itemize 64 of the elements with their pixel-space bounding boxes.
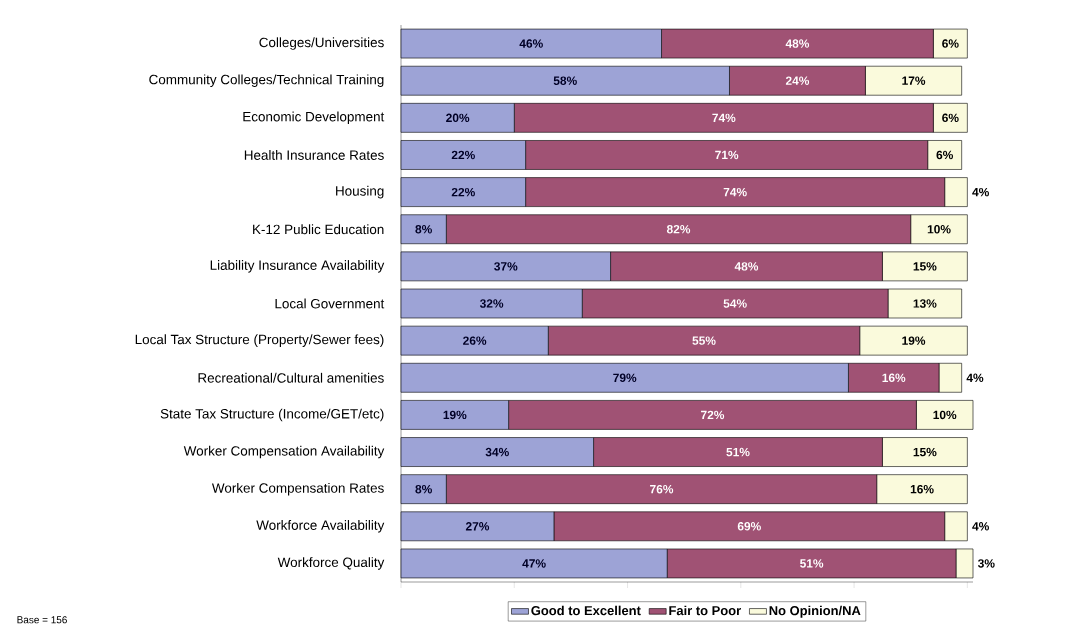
y-tick-label: Economic Development bbox=[243, 111, 385, 125]
y-tick-label: State Tax Structure (Income/GET/etc) bbox=[160, 408, 384, 422]
data-label: 13% bbox=[913, 299, 937, 308]
data-label: 79% bbox=[613, 373, 637, 382]
data-label: 51% bbox=[726, 447, 750, 457]
data-label: 27% bbox=[465, 522, 490, 531]
y-tick-label: Colleges/Universities bbox=[259, 37, 384, 50]
data-label: 69% bbox=[737, 522, 761, 531]
data-label: 16% bbox=[882, 373, 906, 382]
data-label: 71% bbox=[715, 150, 739, 160]
y-tick-label: Liability Insurance Availability bbox=[210, 260, 385, 273]
y-tick-label: Local Tax Structure (Property/Sewer fees) bbox=[135, 334, 384, 347]
y-tick-label: Community Colleges/Technical Training bbox=[149, 74, 384, 87]
data-label: 55% bbox=[692, 336, 716, 345]
data-label: 34% bbox=[485, 447, 509, 457]
data-label: 15% bbox=[913, 447, 937, 457]
data-label: 3% bbox=[977, 559, 995, 568]
y-tick-label: Local Government bbox=[275, 298, 385, 309]
data-label: 48% bbox=[785, 39, 810, 48]
data-label: 22% bbox=[451, 150, 475, 160]
y-tick-label: Health Insurance Rates bbox=[244, 150, 384, 160]
text: Base = 156 bbox=[17, 616, 67, 624]
data-label: 82% bbox=[666, 225, 691, 234]
y-tick-label: Workforce Quality bbox=[277, 557, 385, 570]
data-label: 26% bbox=[463, 336, 487, 345]
data-label: 8% bbox=[415, 484, 432, 494]
data-label: 48% bbox=[734, 262, 759, 271]
data-label: 72% bbox=[701, 410, 725, 420]
data-label: 37% bbox=[494, 262, 518, 271]
data-label: 6% bbox=[942, 113, 959, 123]
legend-label: Fair to Poor bbox=[669, 605, 741, 616]
data-label: 74% bbox=[723, 187, 747, 197]
data-label: 22% bbox=[451, 187, 475, 197]
data-label: 10% bbox=[927, 225, 951, 234]
y-tick-label: Worker Compensation Rates bbox=[211, 482, 384, 496]
data-label: 47% bbox=[522, 559, 546, 568]
data-label: 8% bbox=[415, 225, 432, 234]
data-label: 19% bbox=[443, 410, 467, 420]
data-label: 74% bbox=[712, 113, 736, 123]
y-tick-label: K-12 Public Education bbox=[253, 224, 384, 235]
data-label: 24% bbox=[785, 76, 810, 85]
data-label: 19% bbox=[902, 336, 926, 345]
data-label: 4% bbox=[966, 373, 984, 382]
legend-label: No Opinion/NA bbox=[769, 605, 861, 618]
data-label: 4% bbox=[972, 522, 989, 531]
data-label: 46% bbox=[519, 39, 543, 48]
data-label: 58% bbox=[553, 76, 577, 85]
y-tick-label: Housing bbox=[336, 185, 384, 199]
y-tick-label: Recreational/Cultural amenities bbox=[198, 372, 384, 383]
data-label: 17% bbox=[902, 76, 926, 85]
data-label: 20% bbox=[446, 113, 470, 123]
data-label: 10% bbox=[933, 410, 957, 420]
data-label: 51% bbox=[800, 559, 824, 568]
data-label: 76% bbox=[650, 484, 674, 494]
data-label: 32% bbox=[479, 299, 504, 308]
y-tick-label: Worker Compensation Availability bbox=[183, 445, 385, 459]
data-label: 54% bbox=[723, 299, 747, 308]
data-label: 15% bbox=[913, 262, 937, 271]
data-label: 16% bbox=[910, 484, 934, 494]
data-label: 4% bbox=[972, 187, 989, 197]
legend-label: Good to Excellent bbox=[531, 605, 641, 616]
data-label: 6% bbox=[942, 39, 959, 48]
y-tick-label: Workforce Availability bbox=[256, 520, 385, 533]
data-label: 6% bbox=[936, 150, 954, 160]
